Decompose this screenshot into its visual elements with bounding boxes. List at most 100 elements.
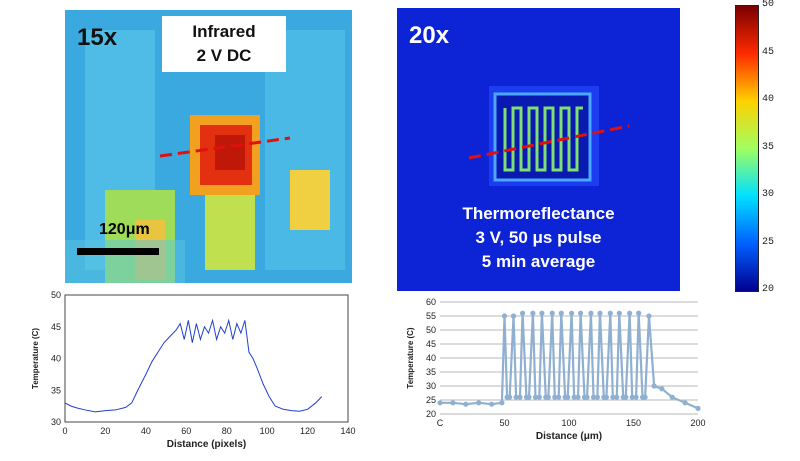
data-point bbox=[437, 400, 443, 406]
data-point bbox=[463, 401, 469, 407]
thermoreflectance-map bbox=[397, 8, 680, 291]
profile-line bbox=[159, 136, 291, 158]
data-point bbox=[642, 394, 648, 400]
data-point bbox=[499, 400, 505, 406]
data-point bbox=[549, 310, 555, 316]
tr-caption: Thermoreflectance 3 V, 50 μs pulse 5 min… bbox=[397, 202, 680, 274]
data-point bbox=[659, 386, 665, 392]
colorbar-tick-label: 20 bbox=[762, 284, 775, 295]
y-tick-label: 60 bbox=[426, 297, 436, 307]
y-tick-label: 35 bbox=[426, 367, 436, 377]
data-point bbox=[530, 310, 536, 316]
data-point bbox=[636, 310, 642, 316]
x-tick-label: 120 bbox=[300, 426, 315, 436]
data-point bbox=[588, 310, 594, 316]
tr-caption-line3: 5 min average bbox=[481, 252, 596, 271]
data-point bbox=[616, 310, 622, 316]
y-tick-label: 30 bbox=[51, 417, 61, 427]
colorbar-tick-label: 45 bbox=[762, 46, 775, 58]
x-tick-label: 140 bbox=[340, 426, 355, 436]
y-tick-label: 50 bbox=[51, 290, 61, 300]
data-point bbox=[629, 394, 635, 400]
data-point bbox=[607, 310, 613, 316]
x-tick-label: 0 bbox=[62, 426, 67, 436]
data-point bbox=[532, 394, 539, 400]
data-point bbox=[695, 405, 701, 411]
colorbar-tick-label: 50 bbox=[762, 0, 775, 10]
y-tick-label: 20 bbox=[426, 409, 436, 419]
x-tick-label: 100 bbox=[260, 426, 275, 436]
x-tick-label: 60 bbox=[181, 426, 191, 436]
y-tick-label: 40 bbox=[426, 353, 436, 363]
data-point bbox=[575, 394, 581, 400]
data-point bbox=[578, 310, 584, 316]
data-point bbox=[517, 394, 523, 400]
temperature-colorbar bbox=[735, 5, 759, 292]
y-tick-label: 45 bbox=[426, 339, 436, 349]
y-axis-label: Temperature (C) bbox=[406, 327, 415, 389]
data-point bbox=[489, 401, 495, 407]
data-point bbox=[614, 394, 620, 400]
tr-caption-line2: 3 V, 50 μs pulse bbox=[475, 228, 602, 247]
ir-magnification: 15x bbox=[77, 24, 118, 51]
data-point bbox=[669, 394, 675, 400]
tr-caption-line1: Thermoreflectance bbox=[462, 204, 615, 223]
x-axis-label: Distance (pixels) bbox=[167, 439, 246, 450]
x-tick-label: 20 bbox=[100, 426, 110, 436]
y-tick-label: 40 bbox=[51, 354, 61, 364]
scale-bar-label: 120μm bbox=[99, 221, 150, 238]
ir-label-line2: 2 V DC bbox=[196, 46, 252, 65]
data-point bbox=[536, 394, 542, 400]
y-tick-label: 35 bbox=[51, 385, 61, 395]
colorbar-tick-label: 40 bbox=[762, 94, 775, 105]
data-point bbox=[565, 394, 571, 400]
ir-label-box: Infrared 2 V DC bbox=[162, 16, 286, 72]
data-point bbox=[526, 394, 532, 400]
data-point bbox=[513, 394, 519, 400]
data-point bbox=[623, 394, 629, 400]
data-point bbox=[610, 394, 616, 400]
data-point bbox=[552, 394, 558, 400]
data-point bbox=[584, 394, 590, 400]
data-point bbox=[450, 400, 456, 406]
data-point bbox=[651, 383, 657, 389]
ir-label-line1: Infrared bbox=[192, 22, 256, 41]
plot-frame bbox=[64, 294, 349, 423]
serpentine-heater bbox=[503, 106, 583, 172]
data-point bbox=[519, 310, 526, 316]
data-point bbox=[597, 310, 603, 316]
data-point bbox=[510, 313, 517, 319]
x-tick-label: 50 bbox=[499, 418, 509, 428]
data-point bbox=[539, 310, 545, 316]
series-line bbox=[440, 313, 699, 410]
infrared-profile-chart: 30 35 40 45 50 0 20 40 60 80 100 120 140 Distance (pi… bbox=[31, 290, 356, 450]
thermoreflectance-profile-chart: 20 25 30 35 40 45 50 55 60 C 50 100 150 200 Distance (… bbox=[406, 297, 706, 442]
x-tick-label: 100 bbox=[561, 418, 576, 428]
data-point bbox=[568, 310, 575, 316]
x-tick-label: 150 bbox=[626, 418, 641, 428]
profile-line bbox=[468, 124, 630, 160]
scale-bar bbox=[77, 248, 159, 255]
data-point bbox=[633, 394, 639, 400]
data-point bbox=[571, 394, 577, 400]
data-point bbox=[603, 394, 610, 400]
y-tick-label: 30 bbox=[426, 381, 436, 391]
series-line bbox=[64, 318, 323, 413]
data-point bbox=[594, 394, 600, 400]
data-point bbox=[682, 400, 688, 406]
data-point bbox=[545, 394, 551, 400]
data-point bbox=[558, 310, 564, 316]
data-point bbox=[646, 313, 652, 319]
data-point bbox=[590, 394, 597, 400]
data-point bbox=[627, 310, 633, 316]
data-point bbox=[501, 313, 508, 319]
data-point bbox=[476, 400, 482, 406]
data-point bbox=[507, 394, 513, 400]
thermoreflectance-image-panel: 20x Thermoreflectance 3 V, 50 μs pulse 5… bbox=[397, 8, 680, 291]
y-tick-label: 25 bbox=[426, 395, 436, 405]
colorbar-tick-label: 25 bbox=[762, 236, 775, 248]
y-tick-label: 45 bbox=[51, 322, 61, 332]
x-tick-label: C bbox=[437, 418, 444, 428]
colorbar-tick-label: 35 bbox=[762, 141, 775, 153]
data-point bbox=[556, 394, 562, 400]
